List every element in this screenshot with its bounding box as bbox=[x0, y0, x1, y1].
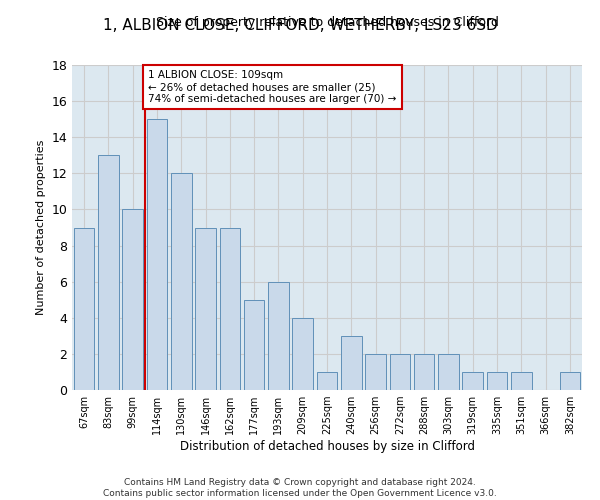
Bar bbox=[220, 228, 240, 390]
Title: Size of property relative to detached houses in Clifford: Size of property relative to detached ho… bbox=[155, 16, 499, 29]
Y-axis label: Number of detached properties: Number of detached properties bbox=[36, 140, 46, 315]
Bar bbox=[146, 119, 167, 390]
Text: Contains HM Land Registry data © Crown copyright and database right 2024.
Contai: Contains HM Land Registry data © Crown c… bbox=[103, 478, 497, 498]
Bar bbox=[292, 318, 313, 390]
Bar bbox=[122, 210, 143, 390]
Bar bbox=[341, 336, 362, 390]
Bar bbox=[438, 354, 459, 390]
Bar bbox=[560, 372, 580, 390]
Bar bbox=[74, 228, 94, 390]
Text: 1, ALBION CLOSE, CLIFFORD, WETHERBY, LS23 6SD: 1, ALBION CLOSE, CLIFFORD, WETHERBY, LS2… bbox=[103, 18, 497, 32]
Bar bbox=[244, 300, 265, 390]
Bar bbox=[487, 372, 508, 390]
Bar bbox=[98, 156, 119, 390]
Bar bbox=[268, 282, 289, 390]
Bar bbox=[463, 372, 483, 390]
X-axis label: Distribution of detached houses by size in Clifford: Distribution of detached houses by size … bbox=[179, 440, 475, 453]
Bar bbox=[389, 354, 410, 390]
Text: 1 ALBION CLOSE: 109sqm
← 26% of detached houses are smaller (25)
74% of semi-det: 1 ALBION CLOSE: 109sqm ← 26% of detached… bbox=[149, 70, 397, 104]
Bar bbox=[317, 372, 337, 390]
Bar bbox=[171, 174, 191, 390]
Bar bbox=[365, 354, 386, 390]
Bar bbox=[195, 228, 216, 390]
Bar bbox=[414, 354, 434, 390]
Bar bbox=[511, 372, 532, 390]
